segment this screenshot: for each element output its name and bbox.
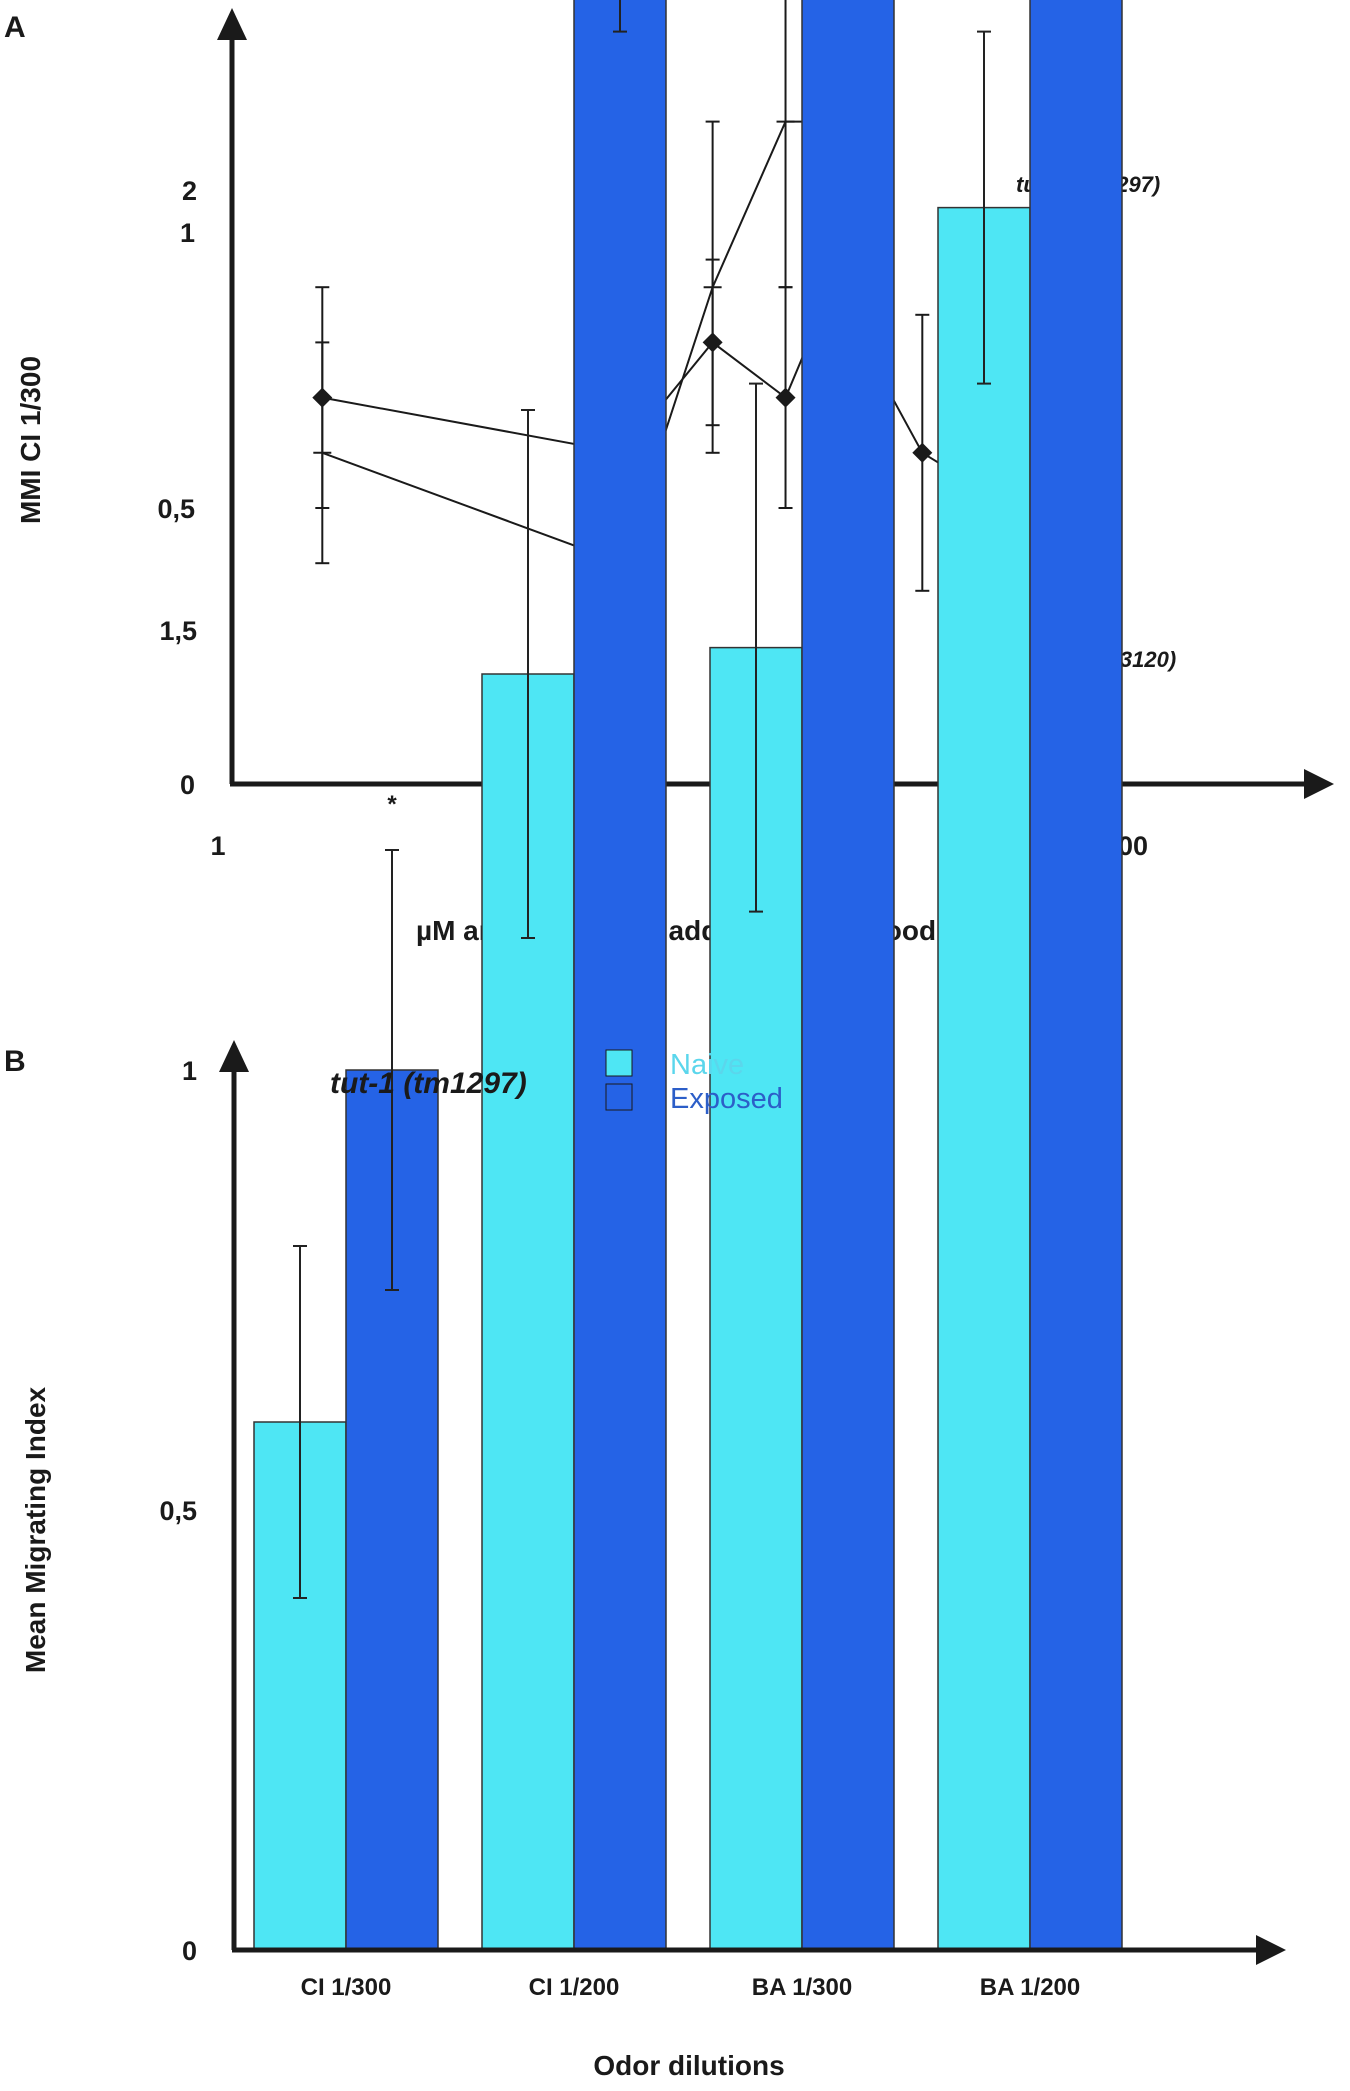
panel-b-x-tick-label: BA 1/200	[980, 1974, 1081, 2001]
panel-b-x-tick-labels: CI 1/300 CI 1/200 BA 1/300 BA 1/200	[301, 1974, 1081, 2001]
panel-b-y-axis-arrow	[219, 1040, 249, 1072]
panel-b-bars	[253, 0, 1123, 1951]
bar-naive-3	[937, 206, 1031, 1951]
panel-b-y-tick-label: 0	[182, 1936, 197, 1966]
data-point	[702, 332, 723, 353]
panel-a-y-tick-label: 1	[180, 218, 195, 248]
panel-b-x-axis-title: Odor dilutions	[593, 2050, 784, 2081]
panel-b-y-tick-labels: 00,511,522,533,5	[159, 176, 197, 1966]
panel-b-title: tut-1 (tm1297)	[330, 1067, 527, 1100]
panel-b-y-tick-label: 2	[182, 176, 197, 206]
panel-a-y-tick-labels: 00,511,522,5	[157, 218, 195, 800]
panel-b-annotations: *******	[387, 791, 397, 818]
legend-label-exposed: Exposed	[670, 1083, 783, 1115]
panel-a-y-axis-title: MMI CI 1/300	[15, 356, 46, 524]
bar-exposed-1	[573, 0, 667, 1951]
series-tut-1	[313, 0, 858, 675]
panel-b-x-tick-label: CI 1/200	[529, 1974, 620, 2001]
series-line	[321, 0, 858, 565]
significance-marker: *	[387, 791, 397, 818]
panel-b-y-tick-label: 0,5	[159, 1496, 197, 1526]
series-line	[322, 284, 1014, 509]
panel-b-axes	[219, 1040, 1286, 1965]
bar-exposed-3	[1029, 0, 1123, 1951]
panel-a: A 00,511,522,5 1101001000 MMI CI 1/300 µ…	[4, 0, 1334, 946]
panel-a-y-axis-arrow	[217, 8, 247, 40]
data-point	[775, 387, 796, 408]
data-point	[912, 442, 933, 463]
legend-label-naive: Naive	[670, 1049, 744, 1081]
panel-a-y-tick-label: 0,5	[157, 494, 195, 524]
legend-swatch-exposed	[605, 1083, 633, 1111]
data-point	[312, 387, 333, 408]
bar-exposed-2	[801, 0, 895, 1951]
legend: Naive Exposed	[605, 1049, 783, 1115]
panel-a-x-tick-label: 1	[210, 831, 225, 861]
legend-swatch-naive	[605, 1049, 633, 1077]
panel-a-y-tick-label: 0	[180, 770, 195, 800]
panel-a-x-axis-arrow	[1304, 769, 1334, 799]
panel-a-series	[312, 0, 1023, 675]
series-elpc-3	[312, 120, 1023, 609]
panel-b-x-axis-arrow	[1256, 1935, 1286, 1965]
panel-label-b: B	[4, 1045, 26, 1078]
panel-b-y-tick-label: 1,5	[159, 616, 197, 646]
panel-b-x-tick-label: CI 1/300	[301, 1974, 392, 2001]
panel-label-a: A	[4, 11, 26, 44]
panel-b-y-tick-label: 1	[182, 1056, 197, 1086]
panel-b-x-tick-label: BA 1/300	[752, 1974, 853, 2001]
panel-b-y-axis-title: Mean Migrating Index	[20, 1386, 51, 1673]
